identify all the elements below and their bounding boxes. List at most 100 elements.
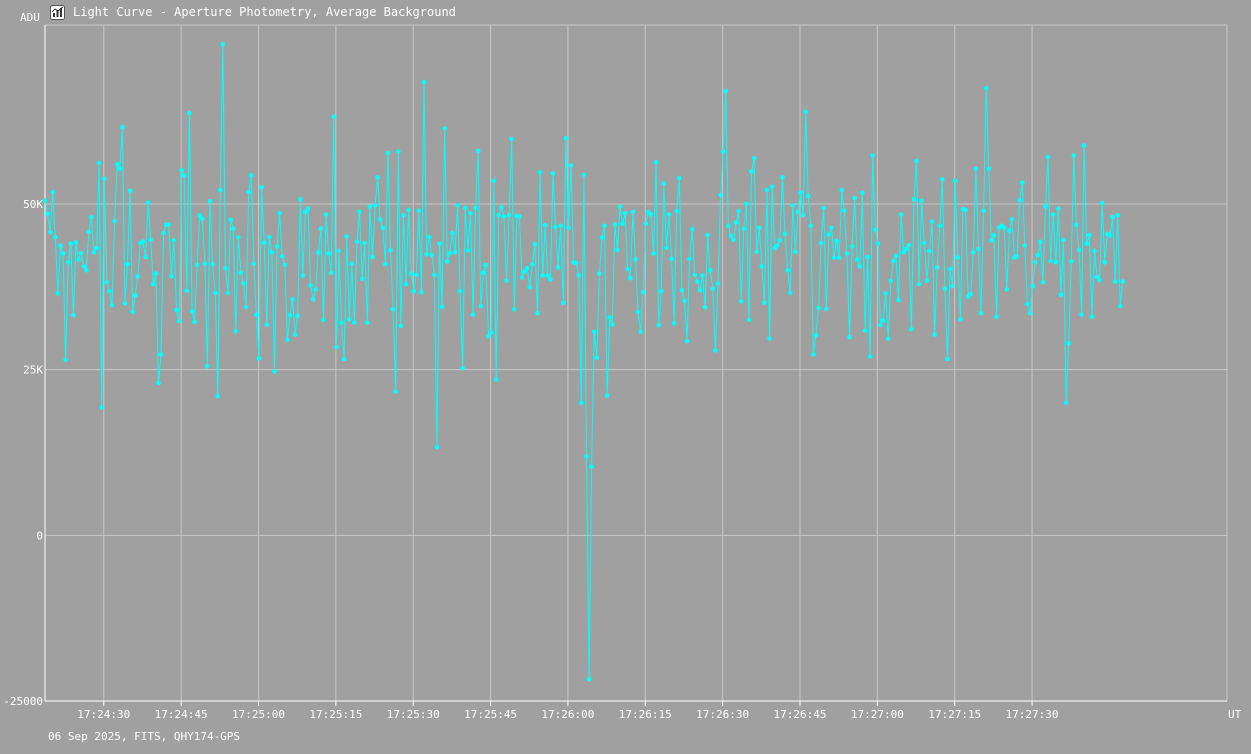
data-point (246, 189, 251, 195)
data-point (457, 289, 463, 294)
data-point (604, 393, 610, 398)
data-point (751, 155, 757, 161)
data-point (651, 251, 656, 256)
data-point (1022, 243, 1028, 248)
data-point (84, 267, 89, 273)
data-point (254, 312, 259, 317)
data-point (102, 176, 107, 182)
data-point (398, 323, 404, 329)
data-point (689, 226, 695, 232)
data-point (842, 208, 847, 213)
data-point (122, 301, 128, 306)
data-point (625, 266, 630, 272)
data-point (875, 241, 881, 246)
data-point (305, 206, 311, 211)
data-point (896, 297, 901, 303)
data-point (643, 221, 649, 227)
data-point (937, 223, 943, 229)
data-point (777, 238, 783, 243)
data-point (1009, 216, 1015, 222)
data-point (566, 225, 571, 231)
series-line (44, 44, 1124, 680)
data-point (991, 232, 997, 238)
data-point (849, 244, 855, 249)
data-point (1048, 258, 1053, 264)
data-point (602, 223, 607, 229)
data-point (929, 219, 935, 225)
data-point (483, 262, 489, 268)
data-point (205, 364, 210, 369)
data-point (836, 255, 842, 260)
data-point (780, 175, 785, 180)
data-point (1092, 248, 1097, 254)
data-point (638, 329, 643, 335)
data-point (60, 251, 66, 256)
data-point (233, 328, 239, 334)
data-point (316, 250, 321, 255)
data-point (708, 267, 713, 273)
data-point (1079, 312, 1084, 317)
data-point (452, 250, 458, 255)
data-point (976, 246, 981, 252)
data-point (1071, 153, 1077, 158)
data-point (313, 287, 319, 292)
data-point (1117, 303, 1123, 309)
data-point (151, 281, 156, 287)
data-point (1032, 260, 1038, 265)
data-point (584, 454, 589, 459)
data-point (1094, 274, 1100, 280)
data-point (218, 187, 223, 193)
data-point (612, 222, 618, 227)
data-point (1066, 340, 1071, 346)
data-point (741, 226, 747, 231)
data-point (202, 261, 208, 266)
data-point (367, 204, 373, 209)
data-point (1084, 241, 1089, 246)
data-point (736, 208, 741, 214)
data-point (58, 243, 63, 248)
data-point (927, 248, 932, 254)
data-point (1001, 225, 1007, 231)
data-point (916, 281, 922, 287)
data-point (568, 163, 574, 168)
chart-title: Light Curve - Aperture Photometry, Avera… (73, 5, 456, 19)
data-point (517, 214, 522, 219)
data-point (99, 405, 104, 410)
data-point (883, 291, 888, 296)
chart-axes (44, 25, 1227, 702)
data-point (228, 217, 233, 223)
data-point (808, 223, 814, 229)
data-point (140, 239, 146, 244)
data-point (94, 246, 99, 251)
data-point (91, 250, 97, 255)
data-point (1102, 260, 1108, 265)
data-point (1063, 400, 1069, 406)
data-point (326, 251, 331, 256)
data-point (488, 330, 494, 335)
data-point (847, 334, 852, 340)
data-point (963, 207, 968, 213)
data-point (323, 212, 329, 217)
data-point (249, 173, 254, 178)
data-point (1025, 301, 1030, 307)
data-point (143, 254, 148, 260)
data-point (597, 271, 602, 276)
data-point (1107, 233, 1113, 239)
data-point (1061, 237, 1066, 242)
data-point (442, 126, 448, 131)
data-point (377, 217, 383, 223)
data-point (816, 305, 821, 311)
data-point (535, 311, 540, 316)
data-point (432, 272, 437, 278)
data-point (298, 197, 303, 202)
data-point (885, 336, 891, 341)
data-point (610, 322, 615, 327)
data-point (1097, 277, 1102, 283)
data-point (450, 230, 455, 236)
data-point (715, 281, 721, 286)
data-point (1115, 212, 1120, 218)
data-point (548, 277, 553, 282)
x-tick-label: 17:25:45 (464, 708, 517, 721)
data-point (759, 263, 765, 269)
